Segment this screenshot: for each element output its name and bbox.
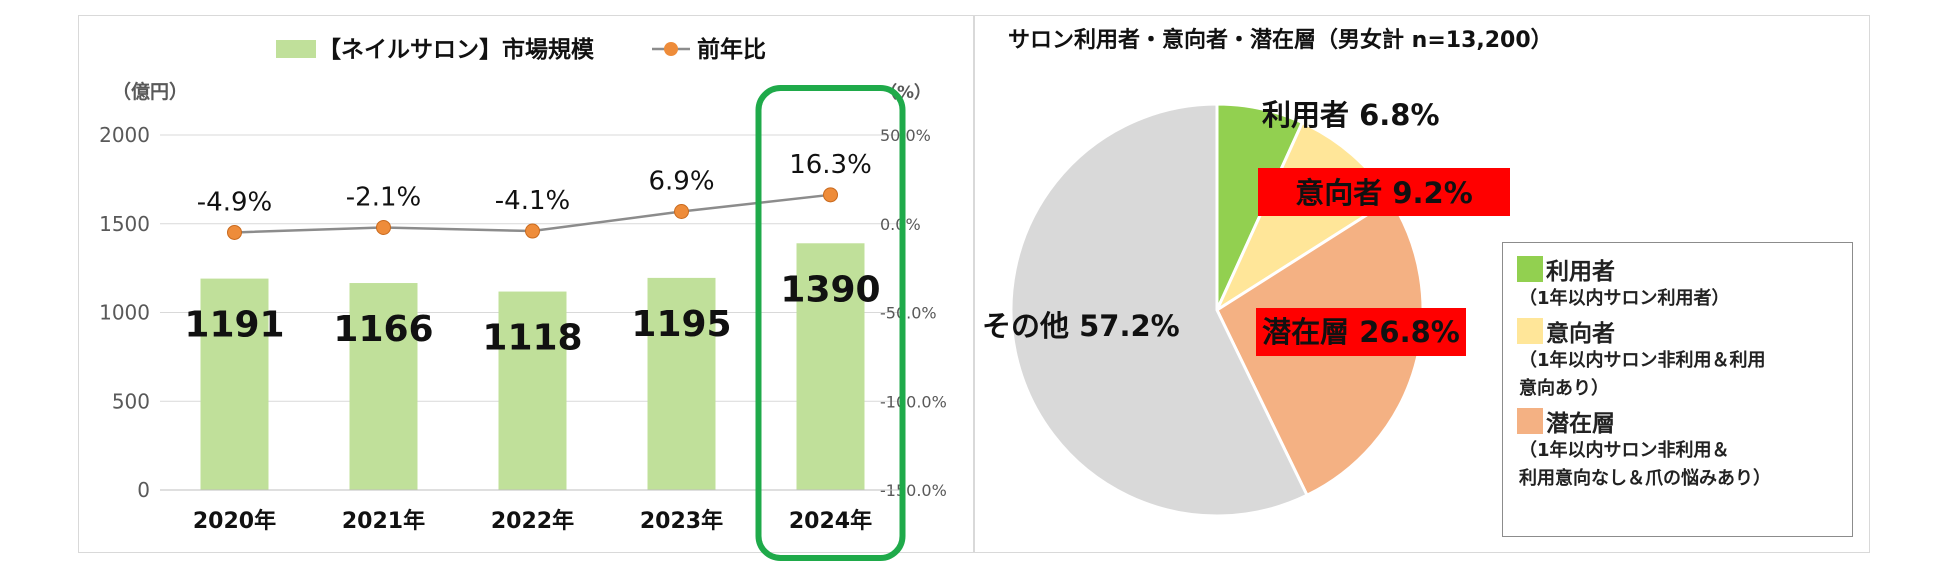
legend-swatch-latent (1517, 408, 1543, 434)
legend-entry-user: 利用者 （1年以内サロン利用者） (1517, 253, 1842, 313)
right-axis-tick-label: -50.0% (880, 304, 937, 323)
legend-label-line: 前年比 (697, 36, 766, 63)
legend-marker-line (664, 42, 678, 56)
line-point-2024年 (823, 187, 838, 203)
line-data-label: -4.9% (197, 187, 272, 217)
x-tick-label: 2022年 (491, 508, 574, 534)
x-tick-label: 2024年 (789, 508, 872, 534)
left-axis-tick-label: 1500 (99, 212, 150, 236)
legend-entry-intent: 意向者 （1年以内サロン非利用＆利用 意向あり） (1517, 315, 1842, 403)
left-axis-tick-label: 1000 (99, 301, 150, 325)
line-point-2022年 (525, 223, 540, 239)
legend-label-latent: 潜在層 (1546, 411, 1615, 437)
bar-2024年 (796, 243, 865, 490)
legend-swatch-user (1517, 256, 1543, 282)
pie-slice-other (1009, 102, 1310, 518)
legend-desc-intent: （1年以内サロン非利用＆利用 意向あり） (1519, 350, 1766, 399)
x-tick-label: 2021年 (342, 508, 425, 534)
pie-label-intent: 意向者 9.2% (1295, 176, 1473, 210)
bar-2023年 (647, 277, 716, 490)
bar-2021年 (349, 283, 418, 490)
line-data-label: -2.1% (346, 182, 421, 212)
pie-label-other: その他 57.2% (982, 309, 1180, 343)
bar-data-label: 1118 (482, 318, 582, 359)
line-point-2020年 (227, 224, 242, 240)
right-axis-tick-label: -100.0% (880, 392, 947, 411)
bar-2020年 (200, 278, 269, 490)
legend-swatch-intent (1517, 318, 1543, 344)
legend-desc-user: （1年以内サロン利用者） (1519, 288, 1730, 309)
highlight-2024-frame (755, 85, 906, 561)
line-point-2023年 (674, 204, 689, 220)
left-axis-tick-label: 500 (112, 389, 150, 413)
line-data-label: -4.1% (495, 186, 570, 216)
pie-label-latent: 潜在層 26.8% (1262, 315, 1460, 349)
legend-entry-latent: 潜在層 （1年以内サロン非利用＆ 利用意向なし＆爪の悩みあり） (1517, 405, 1842, 493)
pie-title: サロン利用者・意向者・潜在層（男女計 n=13,200） (1008, 27, 1553, 53)
bar-data-label: 1195 (631, 304, 731, 345)
legend-label-bar: 【ネイルサロン】市場規模 (318, 36, 595, 63)
right-axis-tick-label: -150.0% (880, 481, 947, 500)
bar-data-label: 1191 (184, 305, 284, 346)
legend-swatch-bar (276, 40, 316, 58)
line-point-2021年 (376, 219, 391, 235)
bar-data-label: 1166 (333, 309, 433, 350)
line-data-label: 6.9% (648, 167, 714, 197)
x-tick-label: 2020年 (193, 508, 276, 534)
pie-label-bg-intent (1258, 168, 1510, 216)
legend-label-user: 利用者 (1546, 259, 1615, 285)
bar-data-label: 1390 (780, 269, 880, 310)
line-data-label: 16.3% (789, 150, 872, 180)
pie-label-bg-latent (1256, 308, 1466, 356)
bar-2022年 (498, 291, 567, 490)
right-axis-unit: （%） (880, 82, 931, 103)
left-axis-tick-label: 0 (137, 478, 150, 502)
left-axis-unit: （億円） (112, 80, 188, 103)
legend-label-intent: 意向者 (1546, 321, 1615, 347)
left-axis-tick-label: 2000 (99, 123, 150, 147)
pie-label-user: 利用者 6.8% (1262, 98, 1440, 132)
pie-legend: 利用者 （1年以内サロン利用者） 意向者 （1年以内サロン非利用＆利用 意向あり… (1502, 242, 1853, 537)
legend-desc-latent: （1年以内サロン非利用＆ 利用意向なし＆爪の悩みあり） (1519, 440, 1771, 489)
x-tick-label: 2023年 (640, 508, 723, 534)
